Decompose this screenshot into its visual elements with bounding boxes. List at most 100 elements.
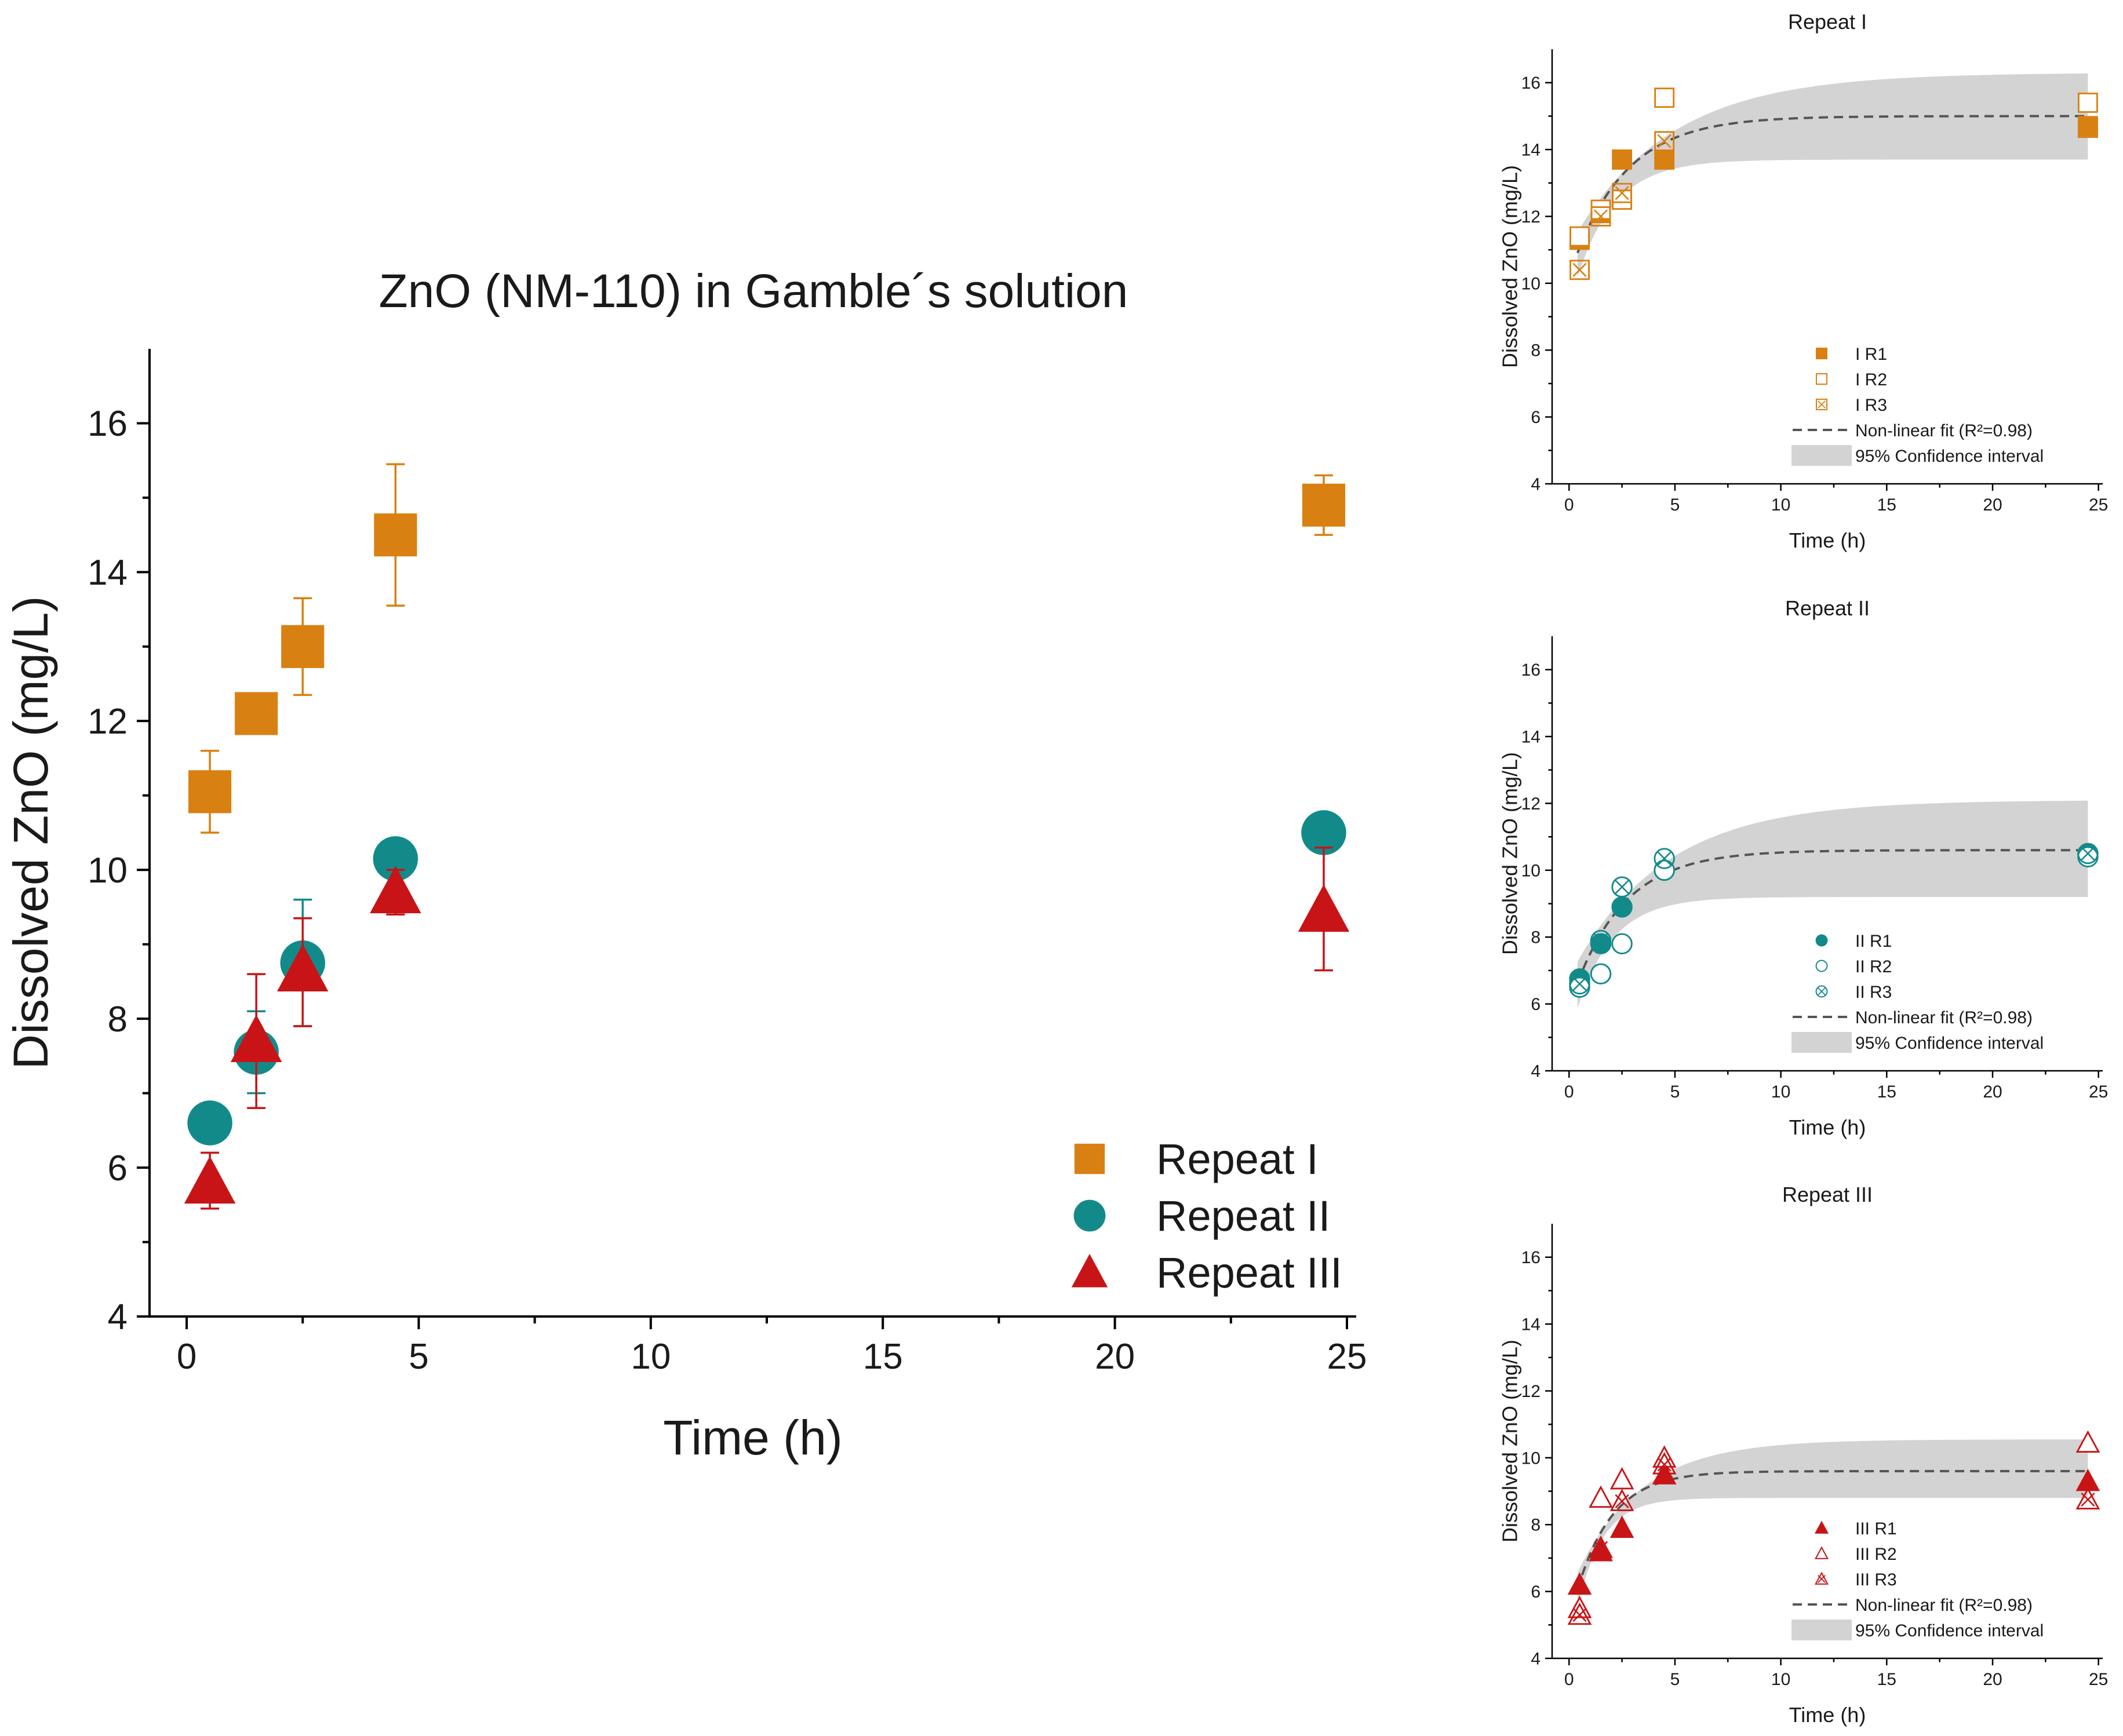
data-point: [1654, 859, 1675, 881]
y-tick-label: 8: [1531, 928, 1541, 947]
y-tick-label: 10: [1521, 1449, 1541, 1468]
legend-label: II R3: [1855, 983, 1892, 1002]
x-tick-label: 5: [409, 1337, 428, 1377]
data-point: [1567, 1596, 1592, 1618]
data-point-cross: [1593, 1541, 1608, 1555]
data-point: [374, 513, 417, 557]
y-tick-label: 16: [1521, 661, 1541, 680]
data-point: [277, 944, 329, 991]
x-tick-label: 5: [1670, 1670, 1680, 1689]
data-point-cross: [1615, 880, 1629, 894]
chart-title: Repeat I: [1788, 10, 1867, 34]
data-point: [2075, 1487, 2100, 1510]
x-tick-label: 10: [1771, 1670, 1790, 1689]
data-point: [2077, 118, 2098, 138]
x-tick-label: 15: [863, 1337, 903, 1377]
legend-label: III R2: [1855, 1545, 1897, 1564]
data-point-cross: [1572, 1607, 1587, 1622]
x-axis-label: Time (h): [663, 1410, 843, 1465]
data-point: [188, 770, 232, 814]
x-tick-label: 15: [1877, 1670, 1896, 1689]
y-tick-label: 12: [88, 702, 128, 742]
data-point: [1609, 1467, 1634, 1490]
data-point: [1570, 226, 1590, 247]
y-tick-label: 6: [1531, 1582, 1541, 1602]
x-tick-label: 10: [1771, 495, 1790, 515]
y-axis-label: Dissolved ZnO (mg/L): [1498, 165, 1522, 368]
data-point: [1569, 973, 1590, 995]
legend-marker: [1814, 1571, 1829, 1585]
y-tick-label: 14: [1521, 1315, 1541, 1334]
data-point: [1589, 1538, 1613, 1562]
data-point: [1654, 848, 1675, 869]
x-tick-label: 25: [2089, 495, 2108, 515]
legend-label: III R1: [1855, 1519, 1897, 1538]
data-point: [230, 1015, 282, 1062]
data-point-cross: [2081, 121, 2095, 135]
legend-marker: [1073, 1199, 1106, 1232]
legend-marker-cross: [1818, 400, 1826, 409]
legend-ci-label: 95% Confidence interval: [1855, 447, 2044, 466]
data-point: [1589, 1485, 1613, 1508]
chart-title: Repeat II: [1785, 596, 1870, 620]
y-tick-label: 6: [1531, 408, 1541, 427]
y-tick-label: 10: [1521, 861, 1541, 880]
data-point: [1654, 87, 1675, 108]
legend-marker-cross: [1818, 987, 1826, 995]
x-tick-label: 25: [1327, 1337, 1367, 1377]
data-point: [1652, 1445, 1677, 1468]
x-tick-label: 25: [2089, 1670, 2108, 1689]
y-tick-label: 4: [1531, 1062, 1541, 1081]
legend-label: Repeat I: [1156, 1135, 1319, 1183]
x-tick-label: 10: [1771, 1082, 1790, 1102]
legend-label: I R2: [1855, 370, 1887, 389]
data-point-cross: [1615, 1494, 1629, 1508]
data-point-cross: [1593, 209, 1608, 224]
data-point: [1611, 933, 1633, 955]
legend-label: II R2: [1855, 957, 1892, 976]
data-point-cross: [2081, 846, 2095, 861]
y-tick-label: 8: [1531, 1516, 1541, 1535]
data-point: [1567, 1572, 1592, 1595]
y-tick-label: 14: [1521, 728, 1541, 747]
data-point-cross: [1572, 262, 1587, 277]
legend-ci-label: 95% Confidence interval: [1855, 1034, 2044, 1053]
data-point: [370, 866, 421, 914]
x-tick-label: 0: [1564, 1670, 1574, 1689]
legend-label: Repeat II: [1156, 1192, 1330, 1240]
data-point: [1590, 206, 1611, 227]
y-tick-label: 14: [88, 553, 128, 593]
confidence-band: [1577, 73, 2088, 278]
y-tick-label: 12: [1521, 794, 1541, 814]
data-point: [184, 1156, 236, 1204]
legend-marker: [1816, 348, 1827, 359]
data-point: [1609, 1515, 1634, 1538]
data-point: [1589, 1536, 1613, 1558]
data-point: [1611, 896, 1633, 918]
legend-marker: [1071, 1253, 1108, 1288]
main-chart: 0 5 10 15 20 25 4 6 8 10 12 14 16 ZnO (NM-110) in Gam…: [3, 265, 1367, 1465]
data-point: [187, 1100, 232, 1146]
data-point: [281, 625, 325, 668]
y-axis-label: Dissolved ZnO (mg/L): [3, 596, 58, 1070]
repeat1-chart: 0 5 10 15 20 25 4 6 8 10 12 14 16 Repeat I Time (h) Dis…: [1498, 10, 2109, 552]
x-tick-label: 15: [1877, 495, 1896, 515]
y-tick-label: 14: [1521, 141, 1541, 160]
y-axis-label: Dissolved ZnO (mg/L): [1498, 1340, 1522, 1542]
legend-marker: [1815, 934, 1828, 947]
x-tick-label: 20: [1095, 1337, 1135, 1377]
y-axis-label: Dissolved ZnO (mg/L): [1498, 752, 1522, 955]
legend-ci-label: 95% Confidence interval: [1855, 1621, 2044, 1640]
legend-fit-label: Non-linear fit (R²=0.98): [1855, 1008, 2033, 1027]
legend-marker: [1816, 399, 1827, 410]
data-point-cross: [1657, 134, 1672, 148]
y-tick-label: 4: [1531, 1650, 1541, 1669]
data-point: [1570, 260, 1590, 280]
data-point: [2077, 843, 2099, 865]
x-tick-label: 25: [2089, 1082, 2108, 1102]
data-point-cross: [2081, 1492, 2095, 1507]
x-tick-label: 5: [1670, 495, 1680, 515]
y-tick-label: 6: [1531, 995, 1541, 1014]
x-axis-label: Time (h): [1789, 528, 1866, 552]
